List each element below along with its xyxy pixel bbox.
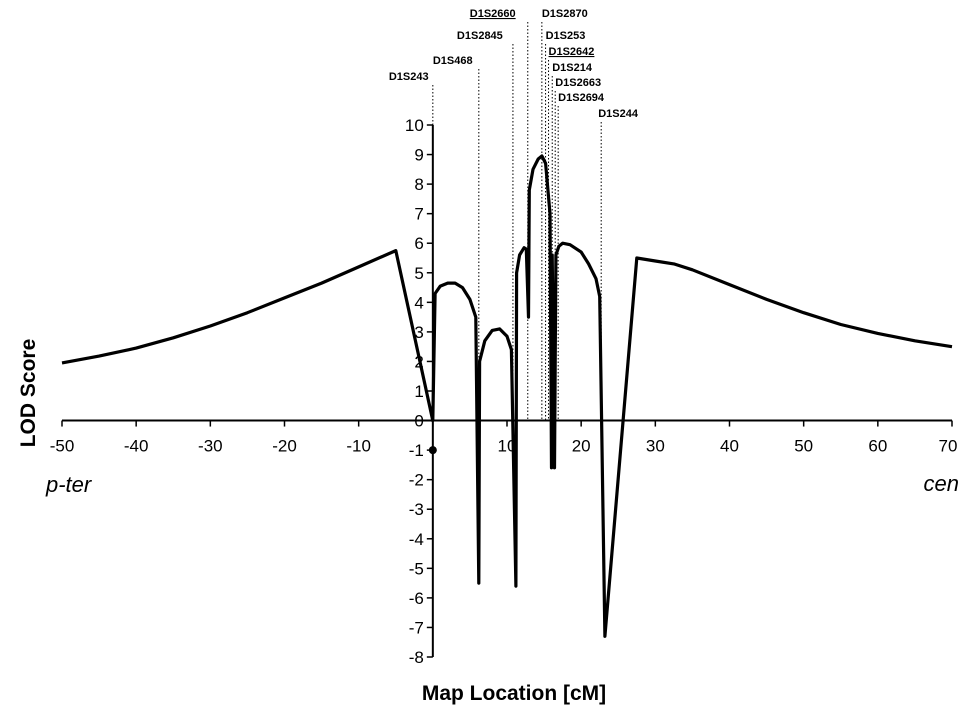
y-tick-label: -3 [409, 500, 424, 519]
marker-label: D1S243 [389, 71, 429, 83]
y-tick-label: -1 [409, 441, 424, 460]
marker-label: D1S2845 [457, 30, 503, 42]
x-end-label-right: cen [924, 471, 959, 496]
y-tick-label: 1 [414, 382, 423, 401]
x-tick-label: -30 [198, 437, 223, 456]
y-tick-label: -7 [409, 618, 424, 637]
series-lines [62, 156, 952, 636]
x-tick-label: 20 [572, 437, 591, 456]
y-tick-label: 5 [414, 264, 423, 283]
x-tick-label: 30 [646, 437, 665, 456]
y-tick-label: -8 [409, 648, 424, 667]
origin-dot [429, 446, 437, 454]
x-tick-label: -10 [346, 437, 371, 456]
y-tick-label: 9 [414, 146, 423, 165]
marker-label: D1S2694 [558, 92, 605, 104]
y-axis-title: LOD Score [17, 339, 40, 448]
x-end-label-left: p-ter [45, 472, 93, 497]
axes [62, 125, 952, 657]
axis-ticks: -50 -40 -30 -20 -10 10 20 30 40 50 60 7010987654321… [50, 116, 958, 667]
y-tick-label: 7 [414, 205, 423, 224]
y-tick-label: 4 [414, 293, 423, 312]
marker-label: D1S214 [552, 62, 593, 74]
x-tick-label: -20 [272, 437, 297, 456]
y-tick-label: -5 [409, 559, 424, 578]
x-axis-title: Map Location [cM] [422, 682, 606, 705]
marker-label: D1S468 [433, 55, 473, 67]
y-tick-label: -2 [409, 471, 424, 490]
x-tick-label: -40 [124, 437, 149, 456]
marker-label: D1S253 [546, 30, 586, 42]
y-tick-label: 10 [405, 116, 424, 135]
y-tick-label: 6 [414, 234, 423, 253]
x-tick-label: 60 [868, 437, 887, 456]
marker-label: D1S2660 [470, 8, 516, 20]
x-tick-label: 70 [939, 437, 958, 456]
y-tick-label: -4 [409, 530, 424, 549]
marker-label: D1S2642 [549, 46, 595, 58]
marker-label: D1S244 [598, 108, 639, 120]
lod-curve-line [62, 156, 952, 636]
marker-label: D1S2663 [555, 77, 601, 89]
x-tick-label: -50 [50, 437, 75, 456]
marker-labels: D1S243 D1S468 D1S2845 D1S2660 D1S2870 D1S253 D… [389, 8, 639, 120]
y-tick-label: 0 [414, 412, 423, 431]
marker-label: D1S2870 [542, 8, 588, 20]
x-tick-label: 50 [794, 437, 813, 456]
y-tick-label: -6 [409, 589, 424, 608]
y-tick-label: 8 [414, 175, 423, 194]
x-tick-label: 40 [720, 437, 739, 456]
